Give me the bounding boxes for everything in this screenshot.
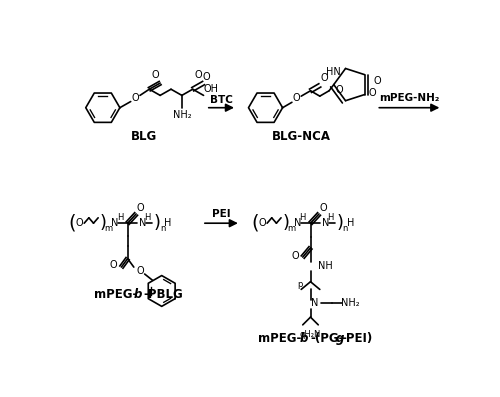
Text: -PBLG: -PBLG (143, 287, 183, 301)
Text: H: H (328, 213, 334, 222)
Text: N: N (294, 218, 301, 228)
Text: n: n (160, 224, 165, 233)
Text: O: O (368, 88, 376, 98)
Text: N: N (138, 218, 146, 228)
Text: (: ( (68, 214, 76, 233)
Text: O: O (336, 85, 343, 95)
Text: O: O (136, 266, 144, 276)
Text: b: b (300, 332, 308, 345)
Text: O: O (194, 70, 202, 80)
Text: N: N (312, 298, 319, 308)
Text: -PEI): -PEI) (342, 332, 373, 345)
Text: O: O (110, 260, 118, 270)
Text: PEI: PEI (212, 209, 231, 219)
Text: H: H (300, 213, 306, 222)
Text: g: g (336, 332, 344, 345)
Text: m: m (104, 224, 112, 233)
Text: H: H (116, 213, 123, 222)
Text: mPEG-NH₂: mPEG-NH₂ (378, 93, 439, 103)
Text: N: N (322, 218, 329, 228)
Text: O: O (291, 251, 299, 260)
Text: b: b (134, 287, 142, 301)
Text: O: O (152, 70, 160, 80)
Text: O: O (136, 203, 144, 213)
Text: O: O (373, 76, 381, 86)
Text: O: O (203, 72, 210, 82)
Text: ): ) (336, 214, 344, 232)
Text: H: H (164, 218, 172, 228)
Text: O: O (320, 73, 328, 83)
Text: BLG-NCA: BLG-NCA (272, 130, 330, 143)
Text: mPEG-: mPEG- (258, 332, 301, 345)
Text: O: O (132, 93, 139, 104)
Text: O: O (76, 218, 84, 228)
Text: ): ) (282, 214, 289, 232)
Text: ): ) (100, 214, 106, 232)
Text: ): ) (154, 214, 160, 232)
Text: O: O (258, 218, 266, 228)
Text: NH₂: NH₂ (172, 110, 191, 120)
Text: NH: NH (318, 260, 333, 270)
Text: mPEG-: mPEG- (94, 287, 137, 301)
Text: NH₂: NH₂ (342, 298, 360, 308)
Text: HN: HN (326, 67, 340, 77)
Text: OH: OH (204, 84, 218, 94)
Text: BTC: BTC (210, 95, 233, 105)
Text: qH₂N: qH₂N (300, 330, 321, 339)
Text: -(PG-: -(PG- (310, 332, 344, 345)
Text: n: n (342, 224, 348, 233)
Text: H: H (144, 213, 151, 222)
Text: H: H (347, 218, 354, 228)
Text: N: N (110, 218, 118, 228)
Text: (: ( (251, 214, 258, 233)
Text: O: O (292, 93, 300, 104)
Text: p: p (297, 280, 302, 289)
Text: BLG: BLG (131, 130, 157, 143)
Text: O: O (319, 203, 326, 213)
Text: m: m (287, 224, 295, 233)
